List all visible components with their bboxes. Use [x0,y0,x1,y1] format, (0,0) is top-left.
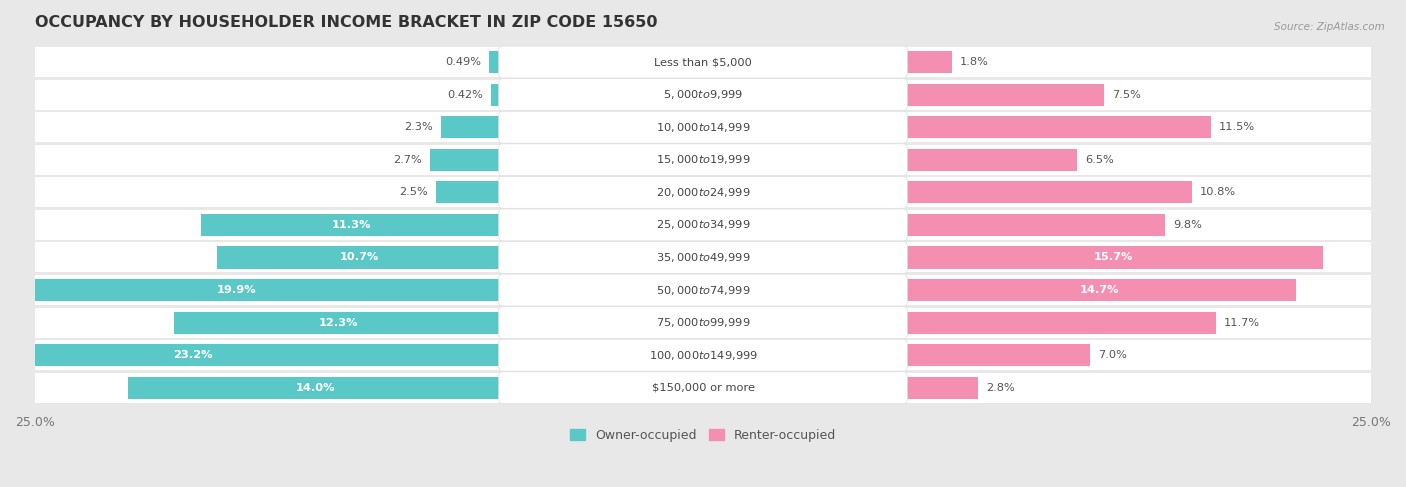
FancyBboxPatch shape [499,79,907,111]
Legend: Owner-occupied, Renter-occupied: Owner-occupied, Renter-occupied [565,424,841,447]
Bar [489,51,502,73]
Bar [21,243,1385,272]
Text: 6.5%: 6.5% [1085,155,1114,165]
Text: 11.3%: 11.3% [332,220,371,230]
Bar [0,344,502,366]
Text: OCCUPANCY BY HOUSEHOLDER INCOME BRACKET IN ZIP CODE 15650: OCCUPANCY BY HOUSEHOLDER INCOME BRACKET … [35,15,658,30]
Text: 2.3%: 2.3% [405,122,433,132]
Bar [904,312,1216,334]
Bar [21,80,1385,110]
Text: $20,000 to $24,999: $20,000 to $24,999 [655,186,751,199]
Bar [21,340,1385,370]
FancyBboxPatch shape [499,144,907,176]
Bar [904,149,1077,171]
Text: $5,000 to $9,999: $5,000 to $9,999 [664,88,742,101]
Text: 9.8%: 9.8% [1174,220,1202,230]
Text: 10.7%: 10.7% [340,252,380,262]
Text: 11.5%: 11.5% [1219,122,1256,132]
Text: 14.0%: 14.0% [295,383,335,393]
Text: 10.8%: 10.8% [1201,187,1236,197]
FancyBboxPatch shape [499,372,907,404]
Bar [904,116,1211,138]
Text: 15.7%: 15.7% [1094,252,1133,262]
Bar [441,116,502,138]
Bar [904,344,1091,366]
Bar [21,177,1385,207]
Text: 2.5%: 2.5% [399,187,427,197]
Bar [128,376,502,399]
Text: $150,000 or more: $150,000 or more [651,383,755,393]
Text: 0.49%: 0.49% [446,57,481,67]
Bar [904,214,1166,236]
Bar [904,279,1296,301]
Bar [21,373,1385,403]
FancyBboxPatch shape [499,111,907,143]
Bar [904,84,1104,106]
Text: 11.7%: 11.7% [1225,318,1260,328]
Bar [21,112,1385,142]
FancyBboxPatch shape [499,274,907,306]
FancyBboxPatch shape [499,46,907,78]
Bar [21,308,1385,337]
Text: Less than $5,000: Less than $5,000 [654,57,752,67]
Bar [21,145,1385,175]
Text: 19.9%: 19.9% [217,285,256,295]
Bar [904,246,1323,268]
Text: 2.7%: 2.7% [394,155,422,165]
Bar [904,181,1192,204]
Bar [21,47,1385,77]
Bar [0,279,502,301]
Text: $10,000 to $14,999: $10,000 to $14,999 [655,121,751,134]
Bar [174,312,502,334]
Bar [491,84,502,106]
Bar [217,246,502,268]
Bar [21,210,1385,240]
Text: 1.8%: 1.8% [959,57,988,67]
Text: $15,000 to $19,999: $15,000 to $19,999 [655,153,751,166]
Text: 14.7%: 14.7% [1080,285,1119,295]
Text: 23.2%: 23.2% [173,350,212,360]
Text: 12.3%: 12.3% [319,318,359,328]
Bar [430,149,502,171]
Text: 7.5%: 7.5% [1112,90,1140,100]
Text: 2.8%: 2.8% [986,383,1015,393]
Text: $35,000 to $49,999: $35,000 to $49,999 [655,251,751,264]
Bar [201,214,502,236]
Text: 0.42%: 0.42% [447,90,484,100]
Text: Source: ZipAtlas.com: Source: ZipAtlas.com [1274,22,1385,32]
FancyBboxPatch shape [499,209,907,241]
Bar [904,51,952,73]
FancyBboxPatch shape [499,339,907,371]
Text: $75,000 to $99,999: $75,000 to $99,999 [655,316,751,329]
Bar [436,181,502,204]
Text: $25,000 to $34,999: $25,000 to $34,999 [655,218,751,231]
Text: 7.0%: 7.0% [1098,350,1128,360]
Bar [904,376,979,399]
FancyBboxPatch shape [499,307,907,338]
FancyBboxPatch shape [499,176,907,208]
Bar [21,275,1385,305]
Text: $100,000 to $149,999: $100,000 to $149,999 [648,349,758,362]
Text: $50,000 to $74,999: $50,000 to $74,999 [655,283,751,297]
FancyBboxPatch shape [499,242,907,273]
